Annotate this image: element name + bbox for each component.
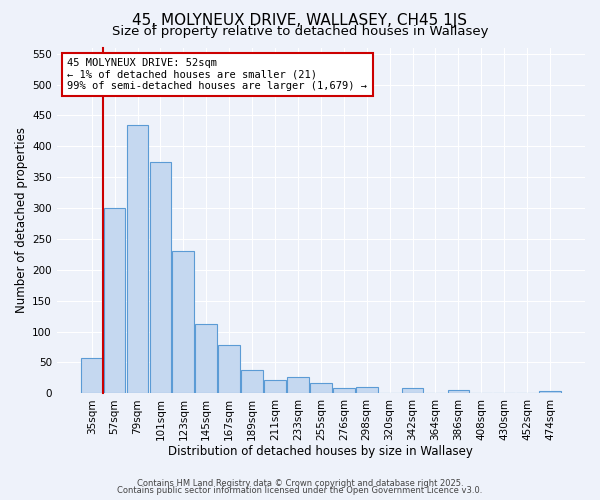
Bar bbox=[172, 252, 194, 394]
Bar bbox=[539, 392, 561, 394]
Bar bbox=[218, 345, 240, 394]
Text: 45, MOLYNEUX DRIVE, WALLASEY, CH45 1JS: 45, MOLYNEUX DRIVE, WALLASEY, CH45 1JS bbox=[133, 12, 467, 28]
Bar bbox=[356, 387, 377, 394]
Text: 45 MOLYNEUX DRIVE: 52sqm
← 1% of detached houses are smaller (21)
99% of semi-de: 45 MOLYNEUX DRIVE: 52sqm ← 1% of detache… bbox=[67, 58, 367, 91]
Bar bbox=[333, 388, 355, 394]
Bar bbox=[310, 383, 332, 394]
Text: Contains public sector information licensed under the Open Government Licence v3: Contains public sector information licen… bbox=[118, 486, 482, 495]
Text: Contains HM Land Registry data © Crown copyright and database right 2025.: Contains HM Land Registry data © Crown c… bbox=[137, 478, 463, 488]
Bar bbox=[149, 162, 172, 394]
Bar bbox=[401, 388, 424, 394]
Bar bbox=[287, 376, 309, 394]
Bar bbox=[127, 124, 148, 394]
Bar bbox=[81, 358, 103, 394]
Bar bbox=[196, 324, 217, 394]
Bar bbox=[241, 370, 263, 394]
Bar bbox=[264, 380, 286, 394]
Text: Size of property relative to detached houses in Wallasey: Size of property relative to detached ho… bbox=[112, 25, 488, 38]
Bar bbox=[448, 390, 469, 394]
Bar bbox=[104, 208, 125, 394]
Y-axis label: Number of detached properties: Number of detached properties bbox=[15, 128, 28, 314]
X-axis label: Distribution of detached houses by size in Wallasey: Distribution of detached houses by size … bbox=[169, 444, 473, 458]
